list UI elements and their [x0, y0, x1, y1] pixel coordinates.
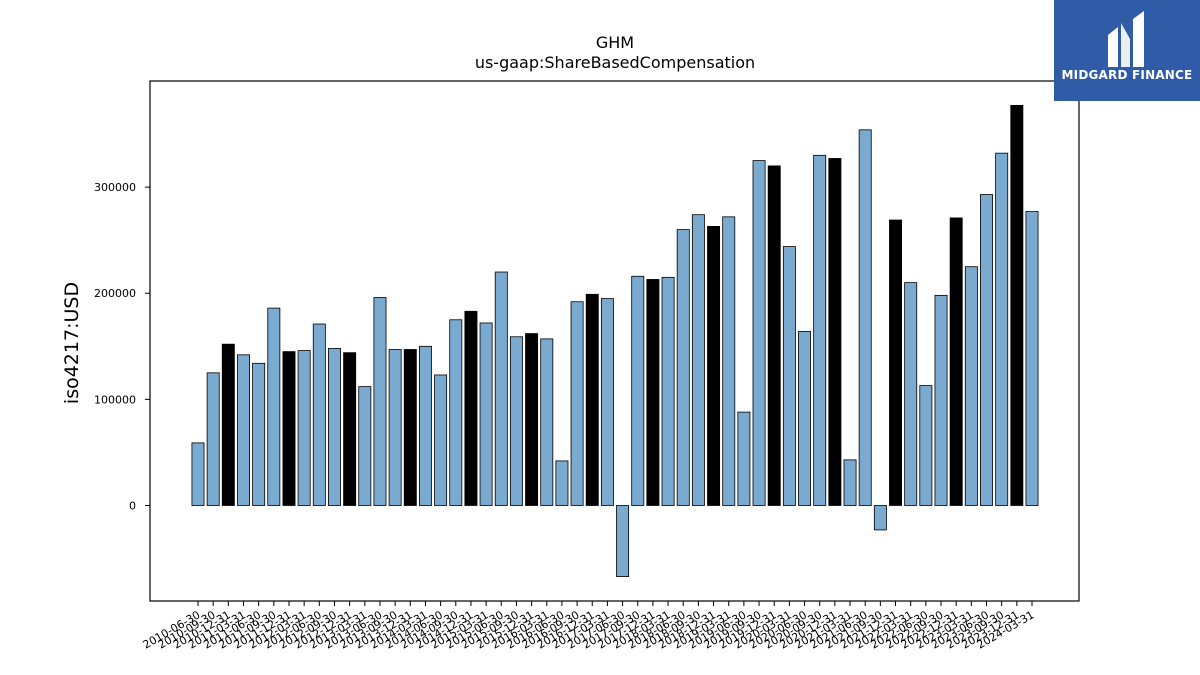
y-tick-label: 0	[129, 499, 136, 512]
bar	[737, 411, 751, 506]
y-tick-label: 100000	[94, 393, 136, 406]
bar	[494, 271, 508, 506]
x-axis-ticks: 2010-06-302010-09-302010-12-312011-03-31…	[141, 601, 1037, 652]
bar	[949, 217, 963, 506]
bar	[828, 158, 842, 506]
bar	[722, 216, 736, 506]
bar	[858, 129, 872, 506]
bar	[343, 352, 357, 506]
chart-title: GHM	[596, 33, 634, 52]
bar	[388, 349, 402, 506]
bar	[995, 152, 1009, 506]
bar	[767, 165, 781, 506]
bar	[237, 354, 250, 506]
bar	[221, 343, 235, 506]
bar	[449, 319, 463, 506]
bar	[661, 276, 675, 506]
logo-text: MIDGARD FINANCE	[1061, 68, 1193, 82]
bar	[934, 294, 948, 506]
bar	[1025, 211, 1039, 506]
y-tick-label: 300000	[94, 181, 136, 194]
bar	[312, 323, 326, 506]
bar	[267, 307, 281, 506]
plot-frame	[149, 80, 1080, 602]
bar	[525, 333, 539, 506]
bar	[252, 362, 266, 506]
bar	[1010, 105, 1024, 506]
bar	[873, 505, 887, 531]
bar	[206, 372, 220, 506]
bar	[373, 297, 387, 506]
bar	[798, 331, 812, 506]
bar	[282, 351, 296, 506]
bar	[631, 275, 645, 506]
bar	[904, 282, 918, 506]
bar	[509, 336, 523, 506]
bar	[813, 154, 827, 506]
bar	[297, 350, 311, 506]
bar	[570, 301, 584, 506]
bar	[676, 229, 690, 506]
brand-logo: MIDGARD FINANCE	[1054, 0, 1200, 101]
bar	[418, 345, 432, 506]
bar	[464, 310, 478, 506]
bar	[843, 459, 857, 506]
bar	[980, 194, 993, 506]
bar	[540, 338, 554, 506]
bar	[691, 214, 705, 506]
bar	[600, 298, 614, 506]
bar	[707, 225, 721, 506]
chart-subtitle: us-gaap:ShareBasedCompensation	[475, 53, 755, 72]
bar	[889, 219, 902, 506]
bar	[585, 293, 599, 506]
bar	[434, 374, 448, 506]
midgard-logo-icon	[1108, 11, 1144, 67]
bar-group	[191, 105, 1039, 577]
bar	[191, 442, 205, 506]
bar	[646, 279, 660, 506]
y-tick-label: 200000	[94, 287, 136, 300]
bar	[752, 160, 766, 506]
bar	[616, 505, 630, 577]
bar	[358, 386, 372, 506]
bar	[403, 349, 417, 506]
bar	[555, 460, 569, 506]
bar	[964, 266, 978, 506]
bar	[479, 322, 493, 506]
y-axis-label: iso4217:USD	[61, 282, 83, 404]
y-axis-ticks: 0 100000 200000 300000	[94, 181, 150, 512]
bar	[919, 385, 933, 506]
bar	[328, 348, 341, 506]
bar	[782, 246, 796, 506]
